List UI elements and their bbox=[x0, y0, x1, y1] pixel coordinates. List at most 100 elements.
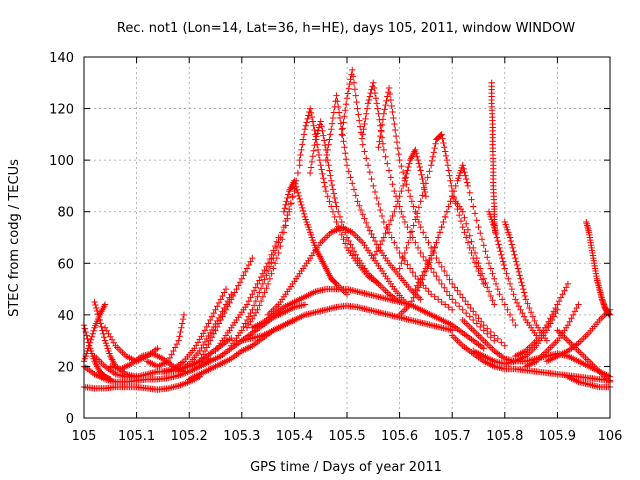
data-point bbox=[429, 153, 437, 160]
data-point bbox=[278, 236, 286, 243]
data-point bbox=[517, 275, 524, 282]
data-point bbox=[375, 200, 382, 208]
data-point bbox=[249, 254, 256, 262]
data-point bbox=[283, 198, 290, 205]
data-point bbox=[198, 354, 205, 362]
data-point bbox=[342, 101, 350, 108]
data-point bbox=[343, 162, 351, 169]
data-point bbox=[480, 275, 487, 282]
data-point bbox=[217, 296, 224, 303]
series-arc-04 bbox=[80, 373, 203, 393]
data-point bbox=[275, 249, 282, 257]
data-point bbox=[404, 261, 411, 268]
data-point bbox=[319, 127, 326, 135]
data-point bbox=[370, 79, 377, 86]
data-point bbox=[327, 131, 334, 138]
data-point bbox=[470, 203, 477, 210]
data-point bbox=[318, 166, 325, 173]
data-point bbox=[487, 328, 494, 336]
series-arc-37 bbox=[470, 306, 561, 368]
data-point bbox=[200, 351, 207, 358]
data-point bbox=[415, 204, 423, 211]
data-point bbox=[398, 162, 405, 170]
data-point bbox=[512, 321, 519, 329]
data-point bbox=[521, 292, 529, 300]
data-point bbox=[430, 269, 437, 276]
data-point bbox=[489, 297, 496, 304]
data-point bbox=[88, 333, 96, 340]
data-point bbox=[414, 156, 422, 164]
data-point bbox=[464, 182, 472, 190]
data-point bbox=[524, 300, 531, 307]
data-point bbox=[468, 196, 475, 203]
data-point bbox=[277, 242, 284, 250]
data-point bbox=[393, 244, 401, 252]
data-point bbox=[352, 251, 359, 258]
data-point bbox=[396, 265, 403, 272]
data-point bbox=[370, 84, 378, 92]
data-point bbox=[498, 254, 506, 262]
data-point bbox=[484, 254, 491, 261]
data-point bbox=[463, 175, 470, 183]
data-point bbox=[503, 270, 510, 277]
data-point bbox=[347, 174, 354, 181]
data-point bbox=[243, 316, 251, 324]
data-point bbox=[322, 156, 330, 164]
data-point bbox=[484, 325, 491, 332]
data-point bbox=[412, 291, 419, 298]
data-point bbox=[451, 284, 459, 291]
data-point bbox=[485, 288, 493, 295]
x-tick-label: 105.7 bbox=[434, 429, 471, 444]
data-point bbox=[340, 119, 347, 126]
data-point bbox=[308, 113, 316, 121]
series-arc-18 bbox=[238, 302, 456, 344]
data-point bbox=[268, 259, 275, 266]
data-point bbox=[477, 230, 484, 237]
data-point bbox=[240, 323, 247, 331]
data-point bbox=[377, 132, 384, 140]
data-point bbox=[327, 172, 334, 179]
data-point bbox=[349, 244, 356, 252]
data-point bbox=[443, 288, 451, 295]
data-point bbox=[389, 212, 396, 220]
data-point bbox=[385, 229, 393, 236]
data-point bbox=[350, 248, 358, 255]
data-point bbox=[417, 280, 424, 288]
series-arc-05 bbox=[80, 355, 214, 386]
data-point bbox=[384, 160, 391, 167]
data-point bbox=[526, 304, 533, 312]
data-point bbox=[318, 122, 325, 130]
data-point bbox=[368, 230, 375, 238]
data-point bbox=[309, 118, 317, 125]
data-point bbox=[304, 115, 311, 123]
data-point bbox=[434, 296, 442, 303]
data-point bbox=[515, 268, 523, 276]
data-point bbox=[514, 265, 522, 272]
data-point bbox=[386, 90, 394, 98]
data-point bbox=[325, 141, 332, 148]
data-point bbox=[435, 276, 443, 284]
data-point bbox=[250, 287, 258, 294]
data-point bbox=[266, 263, 274, 270]
data-point bbox=[356, 123, 364, 130]
data-point bbox=[468, 238, 475, 245]
data-point bbox=[550, 308, 558, 315]
data-point bbox=[385, 167, 393, 174]
data-point bbox=[345, 168, 352, 175]
data-point bbox=[443, 156, 451, 164]
data-point bbox=[419, 276, 426, 283]
data-point bbox=[242, 320, 249, 327]
data-point bbox=[93, 307, 101, 315]
data-point bbox=[392, 203, 400, 210]
data-point bbox=[371, 188, 379, 196]
data-point bbox=[459, 294, 466, 301]
data-point bbox=[473, 217, 480, 224]
data-point bbox=[480, 345, 487, 352]
data-point bbox=[221, 309, 228, 317]
data-point bbox=[446, 292, 453, 299]
data-point bbox=[215, 320, 223, 327]
data-point bbox=[422, 257, 430, 264]
data-point bbox=[419, 192, 426, 199]
data-point bbox=[388, 102, 395, 110]
data-point bbox=[385, 221, 393, 228]
